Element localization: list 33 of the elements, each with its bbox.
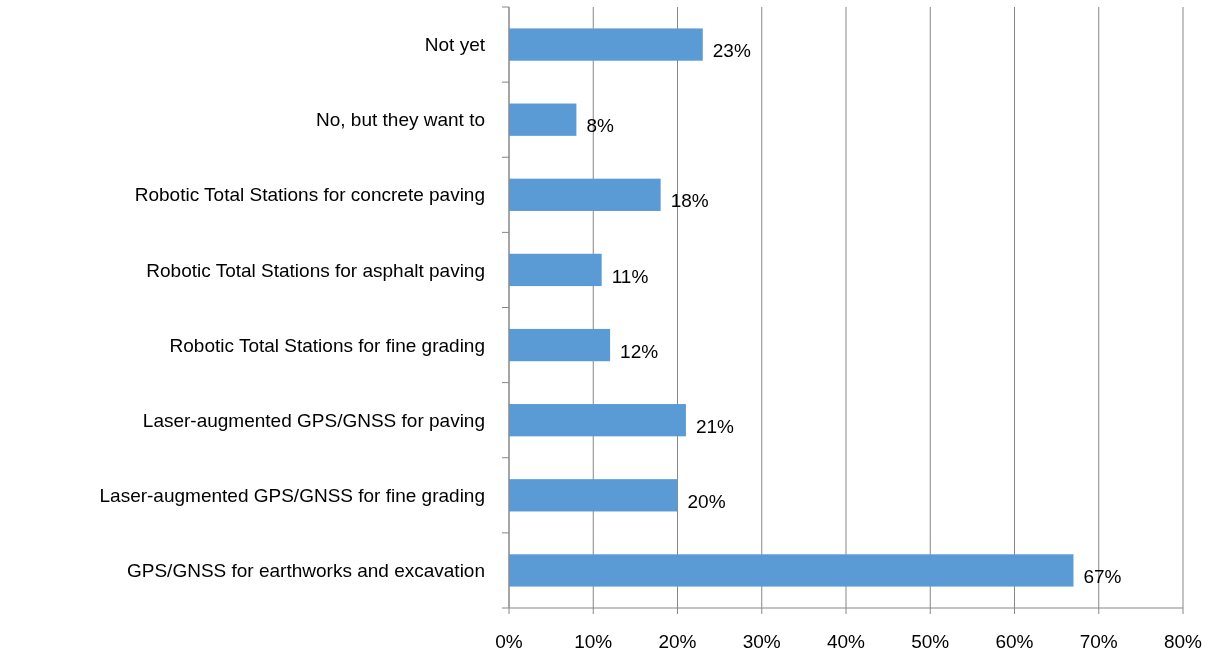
- y-tick-label: Laser-augmented GPS/GNSS for paving: [142, 409, 485, 431]
- y-tick-label: GPS/GNSS for earthworks and excavation: [127, 560, 485, 582]
- y-tick-label: Not yet: [424, 34, 486, 56]
- x-tick-label: 80%: [1163, 631, 1203, 652]
- y-tick-label: Laser-augmented GPS/GNSS for fine grading: [99, 484, 485, 506]
- bar: [509, 479, 678, 512]
- x-tick-label: 50%: [911, 631, 950, 652]
- bar: [509, 103, 577, 136]
- x-tick-label: 40%: [826, 631, 866, 652]
- y-tick-label: Robotic Total Stations for concrete paving: [134, 184, 485, 206]
- y-tick-label: Robotic Total Stations for fine grading: [169, 334, 485, 356]
- data-label: 23%: [712, 40, 751, 62]
- x-tick-label: 10%: [574, 631, 613, 652]
- x-tick-label: 0%: [495, 631, 523, 652]
- x-tick-label: 30%: [742, 631, 781, 652]
- x-tick-label: 20%: [658, 631, 697, 652]
- data-label: 20%: [687, 490, 726, 512]
- bar: [509, 178, 661, 211]
- bar: [509, 404, 686, 437]
- data-label: 67%: [1083, 566, 1122, 588]
- bar: [509, 28, 703, 61]
- bar: [509, 253, 602, 287]
- data-label: 21%: [695, 415, 735, 437]
- data-label: 18%: [670, 190, 709, 212]
- y-tick-label: No, but they want to: [316, 109, 485, 131]
- x-tick-label: 70%: [1079, 631, 1118, 652]
- data-label: 8%: [586, 115, 614, 137]
- y-tick-label: Robotic Total Stations for asphalt paving: [146, 259, 485, 281]
- bar: [509, 554, 1074, 587]
- data-label: 12%: [620, 340, 659, 362]
- data-label: 11%: [611, 265, 649, 287]
- bar: [509, 328, 611, 362]
- x-tick-label: 60%: [995, 631, 1034, 652]
